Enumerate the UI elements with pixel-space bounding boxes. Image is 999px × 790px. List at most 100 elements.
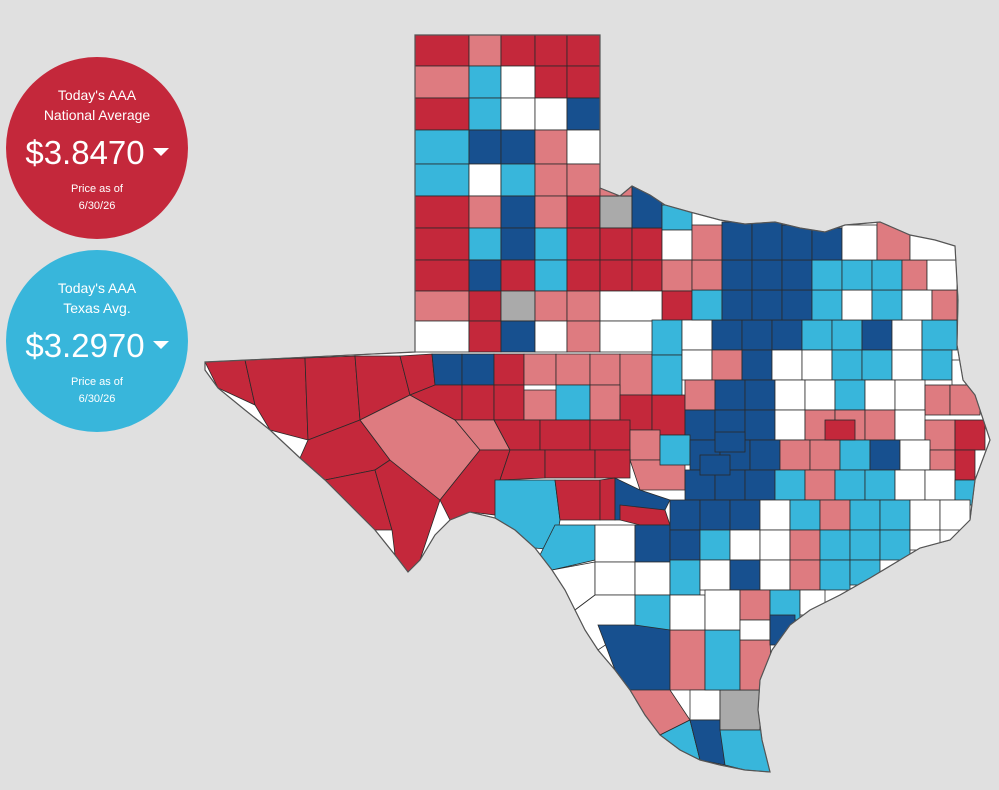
county[interactable] xyxy=(841,259,873,291)
county[interactable] xyxy=(749,439,781,471)
county[interactable] xyxy=(774,469,806,501)
county[interactable] xyxy=(781,259,813,291)
county[interactable] xyxy=(699,529,731,561)
county[interactable] xyxy=(901,289,933,321)
county[interactable] xyxy=(901,259,928,291)
county[interactable] xyxy=(871,259,903,291)
county[interactable] xyxy=(589,419,631,451)
county[interactable] xyxy=(779,439,811,471)
county[interactable] xyxy=(824,419,856,441)
county[interactable] xyxy=(534,259,568,292)
county[interactable] xyxy=(729,559,761,591)
county[interactable] xyxy=(699,499,731,531)
county[interactable] xyxy=(811,227,843,261)
county[interactable] xyxy=(831,319,863,351)
county[interactable] xyxy=(804,379,836,411)
county[interactable] xyxy=(739,639,773,691)
county[interactable] xyxy=(566,163,601,197)
county[interactable] xyxy=(534,97,568,131)
county[interactable] xyxy=(831,349,863,381)
county[interactable] xyxy=(523,389,557,421)
county[interactable] xyxy=(500,290,536,322)
county[interactable] xyxy=(566,35,601,67)
county[interactable] xyxy=(599,163,633,197)
county[interactable] xyxy=(691,289,723,321)
county[interactable] xyxy=(834,469,866,501)
county[interactable] xyxy=(841,289,873,321)
county[interactable] xyxy=(566,195,601,229)
county[interactable] xyxy=(909,499,941,531)
county[interactable] xyxy=(684,379,716,411)
county[interactable] xyxy=(759,499,791,531)
county[interactable] xyxy=(599,477,616,521)
county[interactable] xyxy=(864,409,896,441)
county[interactable] xyxy=(789,529,821,561)
county[interactable] xyxy=(894,379,926,411)
county[interactable] xyxy=(751,221,783,261)
county[interactable] xyxy=(954,419,986,451)
county[interactable] xyxy=(659,434,691,466)
county[interactable] xyxy=(468,97,502,131)
county[interactable] xyxy=(799,589,826,616)
county[interactable] xyxy=(566,65,601,99)
county[interactable] xyxy=(714,431,746,453)
county[interactable] xyxy=(711,349,743,381)
county[interactable] xyxy=(744,469,776,501)
county[interactable] xyxy=(759,529,791,561)
county[interactable] xyxy=(924,469,956,501)
county[interactable] xyxy=(689,689,721,721)
county[interactable] xyxy=(739,619,771,641)
county[interactable] xyxy=(811,259,843,291)
county[interactable] xyxy=(468,259,502,292)
county[interactable] xyxy=(431,353,463,386)
county[interactable] xyxy=(554,479,601,521)
county[interactable] xyxy=(741,319,773,351)
county[interactable] xyxy=(804,469,836,501)
county[interactable] xyxy=(681,349,713,381)
county[interactable] xyxy=(849,529,881,561)
county[interactable] xyxy=(899,439,931,471)
county[interactable] xyxy=(631,185,663,229)
county[interactable] xyxy=(468,163,502,197)
county[interactable] xyxy=(500,97,536,131)
county[interactable] xyxy=(781,224,813,261)
county[interactable] xyxy=(500,195,536,229)
county[interactable] xyxy=(500,259,536,292)
county[interactable] xyxy=(555,384,591,421)
county[interactable] xyxy=(599,195,633,229)
county[interactable] xyxy=(414,65,470,99)
county[interactable] xyxy=(500,65,536,99)
county[interactable] xyxy=(861,319,893,351)
county[interactable] xyxy=(634,594,671,631)
county[interactable] xyxy=(699,454,731,476)
county[interactable] xyxy=(534,129,568,165)
county[interactable] xyxy=(619,353,653,396)
county[interactable] xyxy=(414,163,470,197)
county[interactable] xyxy=(789,499,821,531)
county[interactable] xyxy=(534,320,568,353)
county[interactable] xyxy=(751,259,783,291)
county[interactable] xyxy=(534,163,568,197)
county[interactable] xyxy=(714,379,746,411)
county[interactable] xyxy=(819,529,851,561)
county[interactable] xyxy=(894,469,926,501)
county[interactable] xyxy=(500,163,536,197)
county[interactable] xyxy=(774,379,806,411)
county[interactable] xyxy=(566,259,601,292)
county[interactable] xyxy=(669,594,706,631)
county[interactable] xyxy=(566,129,601,165)
county[interactable] xyxy=(691,259,723,291)
county[interactable] xyxy=(468,320,502,353)
county[interactable] xyxy=(774,409,806,441)
county[interactable] xyxy=(468,195,502,229)
county[interactable] xyxy=(651,394,686,436)
county[interactable] xyxy=(931,289,958,321)
county[interactable] xyxy=(566,97,601,131)
county[interactable] xyxy=(566,227,601,261)
county[interactable] xyxy=(921,349,953,381)
county[interactable] xyxy=(781,289,813,321)
county[interactable] xyxy=(864,379,896,411)
county[interactable] xyxy=(589,353,621,386)
county[interactable] xyxy=(751,289,783,321)
county[interactable] xyxy=(414,227,470,261)
